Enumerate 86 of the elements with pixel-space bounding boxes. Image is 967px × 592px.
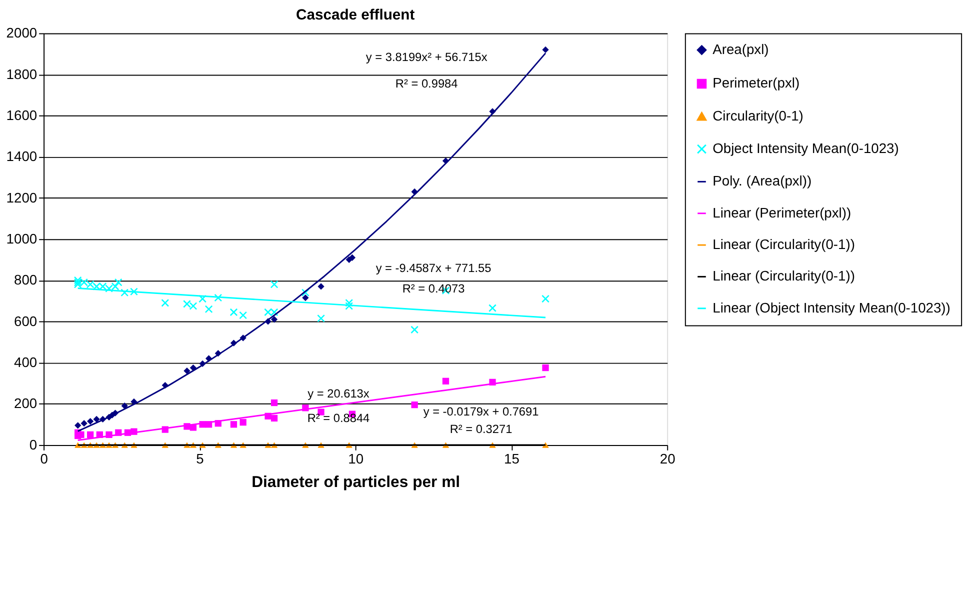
legend-label: Linear (Circularity(0-1)) bbox=[712, 268, 855, 284]
point bbox=[488, 304, 496, 312]
point bbox=[120, 288, 129, 297]
point bbox=[130, 288, 138, 296]
x-tick-label: 10 bbox=[348, 450, 364, 466]
point bbox=[183, 300, 191, 308]
point bbox=[542, 364, 549, 372]
point bbox=[74, 276, 82, 284]
point bbox=[86, 280, 94, 288]
point bbox=[240, 419, 246, 426]
point bbox=[93, 416, 100, 423]
point bbox=[230, 421, 238, 428]
point bbox=[214, 294, 222, 302]
annotation: R² = 0.4073 bbox=[402, 282, 466, 296]
point bbox=[410, 326, 419, 334]
x-tick-label: 5 bbox=[196, 450, 204, 466]
point bbox=[98, 282, 107, 290]
point bbox=[270, 399, 278, 406]
y-tick-label: 1400 bbox=[6, 148, 38, 164]
legend-label: Linear (Circularity(0-1)) bbox=[712, 236, 855, 252]
point bbox=[345, 298, 354, 307]
legend-label: Circularity(0-1) bbox=[712, 107, 804, 124]
point bbox=[302, 294, 309, 302]
y-tick-label: 1600 bbox=[6, 107, 38, 124]
annotation: y = -0.0179x + 0.7691 bbox=[423, 404, 540, 418]
point bbox=[301, 288, 310, 297]
legend-label: Area(pxl) bbox=[712, 41, 769, 58]
point bbox=[411, 402, 418, 408]
legend-label: Poly. (Area(pxl)) bbox=[712, 172, 812, 189]
point bbox=[86, 431, 94, 438]
point bbox=[198, 294, 207, 303]
point bbox=[270, 414, 278, 422]
x-tick-label: 20 bbox=[660, 450, 676, 466]
point bbox=[345, 302, 354, 310]
point bbox=[542, 46, 549, 54]
point bbox=[80, 420, 88, 427]
point bbox=[542, 294, 550, 303]
legend-label: Perimeter(pxl) bbox=[712, 74, 800, 91]
point bbox=[161, 298, 170, 307]
point bbox=[114, 278, 122, 286]
y-tick-label: 1800 bbox=[6, 66, 38, 82]
point bbox=[111, 282, 120, 290]
x-axis-title: Diameter of particles per ml bbox=[252, 474, 460, 492]
point bbox=[264, 308, 272, 316]
point bbox=[348, 254, 356, 261]
y-tick-label: 800 bbox=[14, 272, 38, 288]
y-tick-label: 2000 bbox=[6, 24, 38, 41]
point bbox=[230, 308, 238, 316]
x-tick-label: 15 bbox=[504, 450, 520, 466]
point bbox=[317, 314, 325, 322]
legend-label: Object Intensity Mean(0-1023) bbox=[712, 140, 899, 156]
point bbox=[80, 278, 88, 286]
point bbox=[442, 378, 450, 384]
annotation: y = 20.613x bbox=[308, 386, 370, 400]
point bbox=[86, 418, 94, 425]
annotation: R² = 0.3271 bbox=[450, 422, 513, 436]
y-tick-label: 400 bbox=[14, 354, 38, 370]
annotation: y = 3.8199x² + 56.715x bbox=[366, 50, 488, 64]
chart-title: Cascade effluent bbox=[296, 7, 415, 24]
annotation: R² = 0.8844 bbox=[307, 411, 370, 426]
annotation: y = -9.4587x + 771.55 bbox=[376, 260, 492, 275]
legend-label: Linear (Object Intensity Mean(0-1023)) bbox=[712, 299, 950, 316]
point bbox=[74, 278, 82, 286]
point bbox=[74, 280, 82, 288]
annotation: R² = 0.9984 bbox=[395, 76, 458, 91]
point bbox=[204, 305, 213, 314]
point bbox=[270, 316, 278, 323]
y-tick-label: 200 bbox=[14, 395, 38, 412]
legend-label: Linear (Perimeter(pxl)) bbox=[712, 204, 852, 220]
y-tick-label: 0 bbox=[29, 436, 38, 452]
point bbox=[270, 308, 278, 316]
point bbox=[318, 283, 324, 290]
point bbox=[105, 284, 113, 292]
point bbox=[239, 311, 248, 320]
x-tick-label: 0 bbox=[40, 450, 48, 466]
y-tick-label: 600 bbox=[14, 312, 38, 329]
point bbox=[130, 398, 138, 406]
point bbox=[74, 422, 82, 429]
point bbox=[189, 302, 198, 310]
point bbox=[121, 402, 128, 410]
point bbox=[184, 368, 190, 374]
y-tick-label: 1200 bbox=[6, 189, 38, 206]
point bbox=[92, 282, 101, 290]
point bbox=[318, 408, 324, 416]
y-tick-label: 1000 bbox=[6, 230, 38, 247]
point bbox=[270, 280, 278, 288]
